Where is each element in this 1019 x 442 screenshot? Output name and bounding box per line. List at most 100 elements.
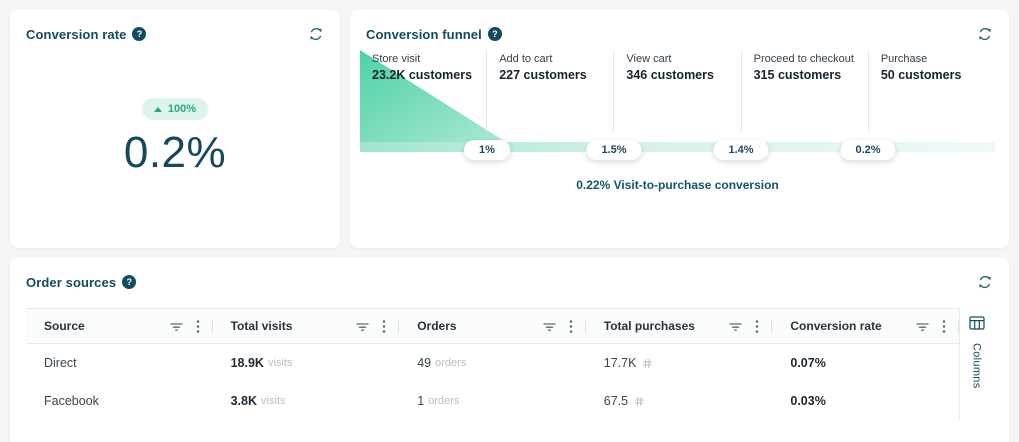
- orders-unit: orders: [428, 395, 460, 407]
- orders-value: 49: [417, 356, 432, 370]
- source-name: Direct: [44, 356, 77, 370]
- stage-value: 227 customers: [499, 68, 587, 82]
- cell-total-visits: 3.8K visits: [213, 394, 400, 408]
- order-sources-title: Order sources: [26, 274, 117, 290]
- column-label: Conversion rate: [790, 319, 882, 333]
- conversion-rate-content: 100% 0.2%: [10, 98, 340, 178]
- funnel-stage-purchase: Purchase 50 customers: [867, 50, 995, 132]
- column-divider: [584, 319, 586, 333]
- cell-conversion-rate: 0.03%: [772, 394, 959, 408]
- funnel-wrap: Store visit 23.2K customers Add to cart …: [360, 50, 995, 192]
- kebab-menu-icon[interactable]: [382, 319, 386, 334]
- cell-orders: 49 orders: [399, 356, 586, 370]
- conversion-rate-card: Conversion rate ? 100% 0.2%: [10, 10, 340, 248]
- refresh-icon[interactable]: [977, 274, 993, 290]
- filter-icon[interactable]: [355, 319, 370, 334]
- rate-value: 0.07%: [790, 356, 826, 370]
- purchases-value: 17.7K: [603, 356, 637, 370]
- stage-label: Store visit: [372, 53, 421, 65]
- cell-orders: 1 orders: [399, 394, 586, 408]
- columns-button-label: Columns: [970, 343, 983, 389]
- cell-total-visits: 18.9K visits: [213, 356, 400, 370]
- currency-icon: [634, 396, 645, 407]
- funnel-stage-store-visit: Store visit 23.2K customers: [360, 50, 486, 132]
- conversion-funnel-card: Conversion funnel ?: [350, 10, 1009, 248]
- refresh-icon[interactable]: [308, 26, 324, 42]
- help-icon[interactable]: ?: [132, 27, 147, 41]
- column-label: Total purchases: [603, 319, 695, 333]
- table-row-direct[interactable]: Direct 18.9K visits 49 orders 17.7K: [26, 344, 959, 382]
- funnel-stage-checkout: Proceed to checkout 315 customers: [740, 50, 868, 132]
- drop-rate-badge: 1%: [464, 140, 510, 160]
- funnel-stage-add-to-cart: Add to cart 227 customers: [486, 50, 613, 132]
- top-row: Conversion rate ? 100% 0.2%: [10, 10, 1009, 248]
- order-sources-table: Source Total visits: [26, 308, 993, 420]
- columns-icon: [968, 316, 985, 335]
- stage-value: 315 customers: [753, 68, 842, 82]
- column-label: Orders: [417, 319, 457, 333]
- columns-button[interactable]: Columns: [959, 308, 993, 420]
- delta-badge: 100%: [141, 98, 209, 120]
- column-divider: [398, 319, 400, 333]
- orders-unit: orders: [435, 357, 467, 369]
- column-header-conversion-rate: Conversion rate: [772, 309, 959, 343]
- column-divider: [957, 319, 959, 333]
- column-label: Source: [44, 319, 85, 333]
- column-header-total-purchases: Total purchases: [586, 309, 773, 343]
- up-arrow-icon: [153, 106, 162, 112]
- table-row-facebook[interactable]: Facebook 3.8K visits 1 orders 67.5: [26, 382, 959, 420]
- conversion-funnel-header: Conversion funnel ?: [350, 10, 1009, 42]
- column-header-orders: Orders: [399, 309, 586, 343]
- visit-to-purchase-conversion: 0.22% Visit-to-purchase conversion: [576, 178, 779, 192]
- delta-value: 100%: [167, 103, 197, 115]
- kebab-menu-icon[interactable]: [942, 319, 946, 334]
- column-header-source: Source: [26, 309, 213, 343]
- stage-label: Purchase: [880, 53, 928, 65]
- order-sources-header: Order sources ?: [10, 258, 1009, 290]
- conversion-funnel-title: Conversion funnel: [366, 26, 482, 42]
- funnel-chart: Store visit 23.2K customers Add to cart …: [360, 50, 995, 160]
- column-divider: [211, 319, 213, 333]
- cell-total-purchases: 17.7K: [586, 356, 773, 370]
- purchases-value: 67.5: [603, 394, 629, 408]
- column-label: Total visits: [230, 319, 293, 333]
- visits-value: 3.8K: [230, 394, 257, 408]
- filter-icon[interactable]: [542, 319, 557, 334]
- kebab-menu-icon[interactable]: [196, 319, 200, 334]
- cell-source: Facebook: [26, 394, 213, 408]
- conversion-rate-title: Conversion rate: [26, 26, 127, 42]
- conversion-rate-header: Conversion rate ?: [10, 10, 340, 42]
- cell-total-purchases: 67.5: [586, 394, 773, 408]
- help-icon[interactable]: ?: [487, 27, 502, 41]
- table-header-row: Source Total visits: [26, 308, 959, 344]
- drop-rate-badge: 1.5%: [586, 140, 642, 160]
- conversion-rate-value: 0.2%: [123, 128, 227, 177]
- stage-label: View cart: [626, 53, 672, 65]
- funnel-shape: [360, 50, 995, 152]
- cell-source: Direct: [26, 356, 213, 370]
- visits-unit: visits: [261, 395, 286, 407]
- filter-icon[interactable]: [728, 319, 743, 334]
- cell-conversion-rate: 0.07%: [772, 356, 959, 370]
- column-header-total-visits: Total visits: [213, 309, 400, 343]
- orders-value: 1: [417, 394, 425, 408]
- filter-icon[interactable]: [169, 319, 184, 334]
- currency-icon: [642, 358, 653, 369]
- filter-icon[interactable]: [915, 319, 930, 334]
- stage-label: Proceed to checkout: [753, 53, 854, 65]
- refresh-icon[interactable]: [977, 26, 993, 42]
- kebab-menu-icon[interactable]: [569, 319, 573, 334]
- drop-rate-badge: 1.4%: [713, 140, 769, 160]
- help-icon[interactable]: ?: [122, 275, 137, 289]
- order-sources-card: Order sources ? Source: [10, 258, 1009, 442]
- funnel-stage-view-cart: View cart 346 customers: [613, 50, 740, 132]
- stage-label: Add to cart: [499, 53, 553, 65]
- rate-value: 0.03%: [790, 394, 826, 408]
- kebab-menu-icon[interactable]: [755, 319, 759, 334]
- visits-unit: visits: [267, 357, 293, 369]
- stage-value: 23.2K customers: [372, 68, 473, 82]
- stage-value: 346 customers: [626, 68, 714, 82]
- visits-value: 18.9K: [230, 356, 264, 370]
- column-divider: [771, 319, 773, 333]
- drop-rate-badge: 0.2%: [840, 140, 896, 160]
